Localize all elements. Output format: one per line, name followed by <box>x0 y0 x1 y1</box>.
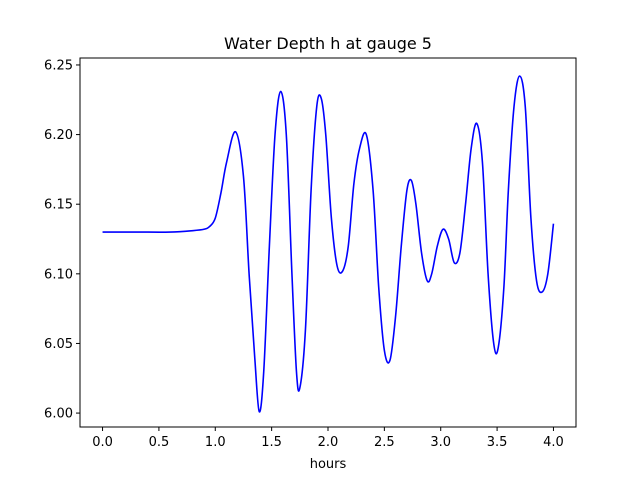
series-line <box>102 75 555 413</box>
x-tick-label: 2.5 <box>374 435 395 450</box>
y-tick-label: 6.00 <box>44 407 73 422</box>
y-tick-label: 6.10 <box>44 267 73 282</box>
y-axis: 6.00 6.05 6.10 6.15 6.20 6.25 <box>44 58 80 422</box>
chart-title: Water Depth h at gauge 5 <box>224 34 432 53</box>
x-axis: 0.0 0.5 1.0 1.5 2.0 2.5 3.0 3.5 4.0 <box>92 427 564 450</box>
x-tick-label: 3.5 <box>487 435 508 450</box>
x-tick-label: 1.0 <box>205 435 226 450</box>
x-tick-label: 4.0 <box>543 435 564 450</box>
y-tick-label: 6.20 <box>44 128 73 143</box>
y-tick-label: 6.05 <box>44 337 73 352</box>
x-tick-label: 3.0 <box>430 435 451 450</box>
plot-frame <box>79 57 577 428</box>
x-tick-label: 2.0 <box>318 435 339 450</box>
x-tick-label: 0.0 <box>92 435 113 450</box>
y-tick-label: 6.15 <box>44 198 73 213</box>
x-tick-label: 0.5 <box>149 435 170 450</box>
x-axis-label: hours <box>310 457 347 472</box>
y-tick-label: 6.25 <box>44 58 73 73</box>
x-tick-label: 1.5 <box>261 435 282 450</box>
